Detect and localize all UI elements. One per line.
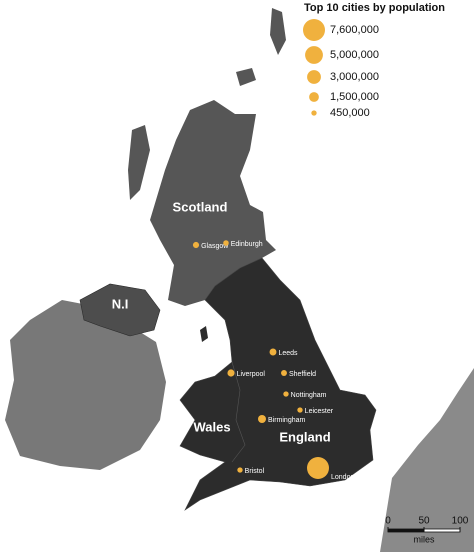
city-label: Nottingham [291, 392, 327, 399]
scotland [150, 100, 276, 306]
region-label: Scotland [173, 199, 228, 214]
city-dot [258, 415, 266, 423]
wales-border [231, 361, 246, 463]
legend-label: 450,000 [330, 107, 370, 119]
scale-bar-half [388, 529, 424, 532]
scale-tick-label: 0 [385, 516, 391, 527]
scale-tick-label: 100 [452, 516, 469, 527]
legend-circle [305, 46, 323, 64]
city-dot [192, 241, 200, 249]
city-label: Glasgow [201, 243, 229, 250]
city-dot [281, 370, 287, 376]
city-dot [223, 240, 229, 246]
city-label: Liverpool [237, 371, 266, 378]
orkney [236, 68, 256, 86]
city-dot [297, 407, 303, 413]
region-label: Wales [193, 419, 230, 434]
isle-of-man [200, 326, 208, 342]
ireland [5, 300, 166, 470]
legend-circle [309, 92, 319, 102]
legend-label: 5,000,000 [330, 49, 379, 61]
city-label: Birmingham [268, 417, 306, 424]
city-dot [227, 369, 235, 377]
france [380, 368, 474, 552]
england-wales [179, 257, 377, 511]
legend-circle [307, 70, 321, 84]
northern-ireland [79, 283, 161, 337]
city-dot [307, 457, 329, 479]
hebrides [128, 125, 150, 200]
city-label: Leicester [305, 408, 334, 415]
city-dot [283, 391, 289, 397]
city-dot [237, 467, 243, 473]
scale-tick-label: 50 [418, 516, 430, 527]
region-label: N.I [112, 296, 129, 311]
city-dot [269, 348, 277, 356]
city-label: Sheffield [289, 371, 316, 378]
city-label: Bristol [245, 468, 265, 475]
legend-circle [311, 110, 317, 116]
city-label: Edinburgh [231, 241, 263, 248]
scale-unit: miles [413, 534, 435, 544]
legend-title: Top 10 cities by population [304, 2, 445, 14]
legend-label: 3,000,000 [330, 71, 379, 83]
region-label: England [279, 429, 330, 444]
city-label: London [331, 474, 354, 481]
legend-label: 7,600,000 [330, 24, 379, 36]
shetland [270, 8, 286, 55]
city-label: Leeds [278, 350, 298, 357]
legend-circle [303, 19, 325, 41]
legend-label: 1,500,000 [330, 91, 379, 103]
